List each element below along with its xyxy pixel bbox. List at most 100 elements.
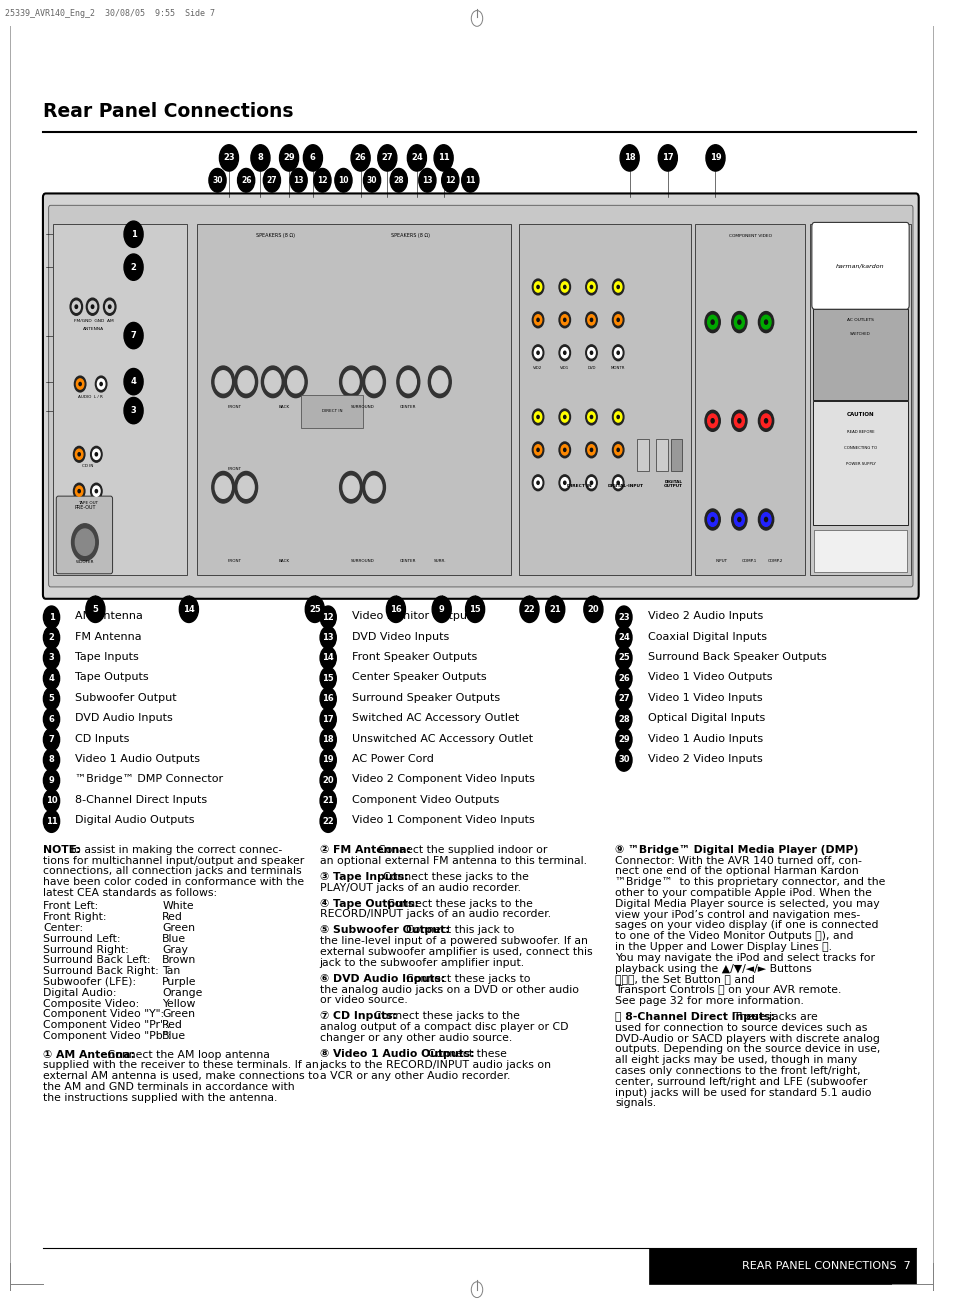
Text: Component Video "Pr":: Component Video "Pr":: [43, 1020, 169, 1030]
Circle shape: [658, 145, 677, 171]
Text: Brown: Brown: [162, 955, 196, 966]
Circle shape: [432, 371, 447, 393]
Text: 25: 25: [309, 605, 320, 613]
Text: VID2: VID2: [533, 366, 542, 370]
Circle shape: [432, 596, 451, 622]
Text: See page 32 for more information.: See page 32 for more information.: [615, 996, 803, 1005]
Circle shape: [587, 347, 595, 358]
Text: REAR PANEL CONNECTIONS  7: REAR PANEL CONNECTIONS 7: [741, 1261, 910, 1271]
Circle shape: [288, 371, 303, 393]
Circle shape: [320, 605, 335, 629]
Circle shape: [560, 282, 568, 292]
Text: Component Video Outputs: Component Video Outputs: [352, 795, 498, 804]
Text: ⑦ CD Inputs:: ⑦ CD Inputs:: [319, 1012, 396, 1021]
Circle shape: [43, 626, 59, 649]
Circle shape: [89, 301, 96, 312]
Text: Connect these jacks to the: Connect these jacks to the: [374, 1012, 519, 1021]
Circle shape: [563, 416, 565, 418]
Text: 28: 28: [393, 176, 404, 184]
Text: AC Power Cord: AC Power Cord: [352, 754, 434, 763]
Circle shape: [705, 145, 724, 171]
Text: analog output of a compact disc player or CD: analog output of a compact disc player o…: [319, 1023, 567, 1032]
Circle shape: [92, 486, 100, 496]
Text: 2: 2: [49, 633, 54, 642]
Circle shape: [428, 366, 451, 397]
Text: latest CEA standards as follows:: latest CEA standards as follows:: [43, 888, 217, 898]
Text: Coaxial Digital Inputs: Coaxial Digital Inputs: [647, 632, 766, 641]
Text: These jacks are: These jacks are: [732, 1012, 817, 1023]
Circle shape: [560, 445, 568, 455]
Circle shape: [124, 221, 143, 247]
Text: 27: 27: [618, 695, 629, 703]
FancyBboxPatch shape: [518, 224, 690, 575]
Text: playback using the ▲/▼/◄/► Buttons: playback using the ▲/▼/◄/► Buttons: [615, 963, 811, 974]
Circle shape: [238, 476, 253, 499]
Circle shape: [43, 769, 59, 792]
Circle shape: [95, 490, 97, 492]
Circle shape: [617, 449, 618, 451]
Text: 26: 26: [355, 154, 366, 162]
Circle shape: [366, 476, 381, 499]
Text: 21: 21: [549, 605, 560, 613]
Circle shape: [320, 687, 335, 711]
Text: COMPONENT VIDEO: COMPONENT VIDEO: [728, 234, 771, 238]
Text: FRONT: FRONT: [228, 405, 241, 409]
Text: an optional external FM antenna to this terminal.: an optional external FM antenna to this …: [319, 855, 586, 866]
Text: Connector: With the AVR 140 turned off, con-: Connector: With the AVR 140 turned off, …: [615, 855, 862, 866]
Circle shape: [590, 416, 592, 418]
Circle shape: [612, 475, 623, 491]
Circle shape: [43, 790, 59, 812]
Text: CENTER: CENTER: [399, 405, 416, 409]
Circle shape: [617, 318, 618, 321]
Circle shape: [731, 411, 746, 432]
Text: 14: 14: [183, 605, 194, 613]
Text: the instructions supplied with the antenna.: the instructions supplied with the anten…: [43, 1092, 277, 1103]
Circle shape: [758, 411, 773, 432]
Text: ④ Tape Outputs:: ④ Tape Outputs:: [319, 899, 418, 908]
Text: 30: 30: [212, 176, 223, 184]
Circle shape: [265, 371, 280, 393]
Text: 27: 27: [266, 176, 277, 184]
Text: FRONT: FRONT: [228, 559, 241, 563]
Text: You may navigate the iPod and select tracks for: You may navigate the iPod and select tra…: [615, 953, 875, 963]
Text: 7: 7: [131, 332, 136, 340]
Circle shape: [612, 312, 623, 328]
Circle shape: [396, 366, 419, 397]
Circle shape: [290, 168, 307, 192]
Text: Transport Controls ㉑ on your AVR remote.: Transport Controls ㉑ on your AVR remote.: [615, 986, 841, 995]
Circle shape: [261, 366, 284, 397]
Circle shape: [558, 279, 570, 295]
Text: cases only connections to the front left/right,: cases only connections to the front left…: [615, 1066, 860, 1076]
Circle shape: [320, 790, 335, 812]
Text: CENTER: CENTER: [399, 559, 416, 563]
Text: 15: 15: [322, 674, 334, 683]
Circle shape: [585, 279, 597, 295]
Circle shape: [234, 471, 257, 503]
Text: Connect the supplied indoor or: Connect the supplied indoor or: [378, 845, 547, 855]
Circle shape: [534, 445, 541, 455]
Text: DVD Video Inputs: DVD Video Inputs: [352, 632, 449, 641]
Circle shape: [106, 301, 113, 312]
Circle shape: [612, 345, 623, 361]
Text: 10: 10: [337, 176, 349, 184]
Circle shape: [590, 449, 592, 451]
Text: 5: 5: [92, 605, 98, 613]
Circle shape: [558, 312, 570, 328]
Circle shape: [100, 383, 102, 386]
Circle shape: [532, 345, 543, 361]
Circle shape: [585, 312, 597, 328]
Text: Component Video "Pb":: Component Video "Pb":: [43, 1030, 171, 1041]
Circle shape: [75, 486, 83, 496]
Text: Composite Video:: Composite Video:: [43, 999, 139, 1008]
Circle shape: [760, 415, 770, 428]
Circle shape: [617, 482, 618, 484]
FancyBboxPatch shape: [196, 224, 511, 575]
Circle shape: [212, 366, 234, 397]
Circle shape: [731, 509, 746, 530]
Circle shape: [407, 145, 426, 171]
Text: MONTR: MONTR: [610, 366, 625, 370]
Circle shape: [71, 524, 98, 561]
Text: all eight jacks may be used, though in many: all eight jacks may be used, though in m…: [615, 1055, 857, 1065]
Circle shape: [465, 596, 484, 622]
Text: 12: 12: [322, 613, 334, 621]
